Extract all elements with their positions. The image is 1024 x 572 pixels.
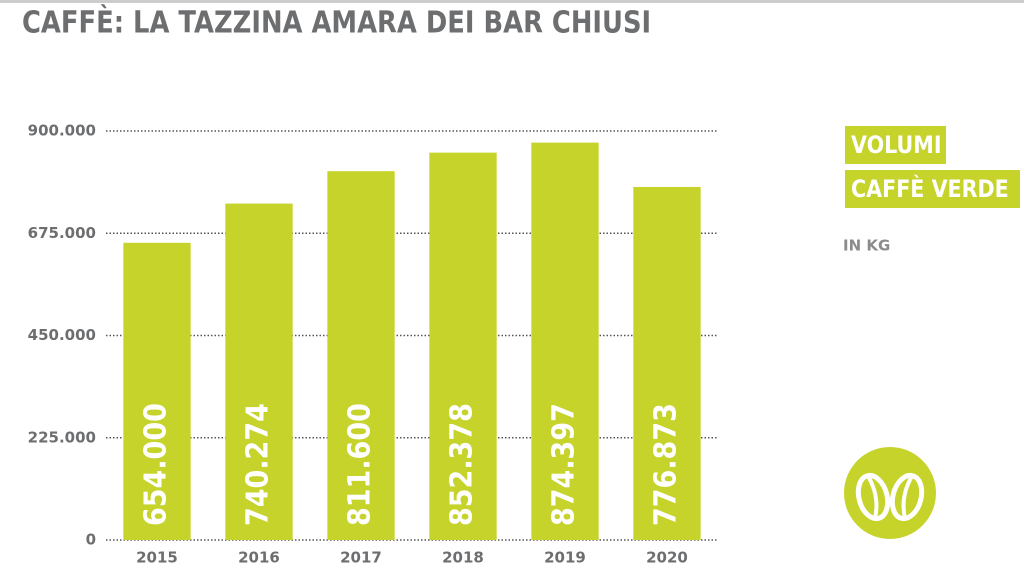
x-tick-label: 2017 bbox=[340, 549, 382, 567]
legend-box bbox=[845, 126, 946, 164]
y-tick-label: 900.000 bbox=[28, 122, 96, 140]
x-tick-label: 2020 bbox=[646, 549, 688, 567]
x-tick-label: 2018 bbox=[442, 549, 484, 567]
x-tick-label: 2015 bbox=[136, 549, 178, 567]
bar bbox=[429, 152, 497, 541]
value-label: 874.397 bbox=[546, 403, 581, 526]
y-tick-label: 450.000 bbox=[28, 326, 96, 344]
unit-note: IN KG bbox=[843, 237, 890, 255]
y-tick-label: 225.000 bbox=[28, 428, 96, 446]
bar bbox=[327, 171, 395, 540]
value-label: 852.378 bbox=[444, 403, 479, 526]
value-label: 811.600 bbox=[342, 403, 377, 526]
bar bbox=[225, 203, 293, 540]
bar bbox=[633, 186, 701, 540]
legend-label: VOLUMI bbox=[851, 132, 942, 160]
legend-box bbox=[845, 170, 1020, 208]
bar bbox=[123, 242, 191, 540]
legend-label: CAFFÈ VERDE bbox=[851, 173, 1009, 203]
y-tick-label: 675.000 bbox=[28, 224, 96, 242]
top-edge bbox=[0, 0, 1024, 3]
bar bbox=[531, 142, 599, 541]
y-tick-label: 0 bbox=[86, 531, 96, 549]
value-label: 740.274 bbox=[240, 403, 275, 526]
value-label: 776.873 bbox=[648, 403, 683, 526]
value-label: 654.000 bbox=[138, 403, 173, 526]
x-tick-label: 2016 bbox=[238, 549, 280, 567]
chart-title: CAFFÈ: LA TAZZINA AMARA DEI BAR CHIUSI bbox=[22, 4, 651, 40]
coffee-icon bbox=[844, 447, 936, 539]
x-tick-label: 2019 bbox=[544, 549, 586, 567]
